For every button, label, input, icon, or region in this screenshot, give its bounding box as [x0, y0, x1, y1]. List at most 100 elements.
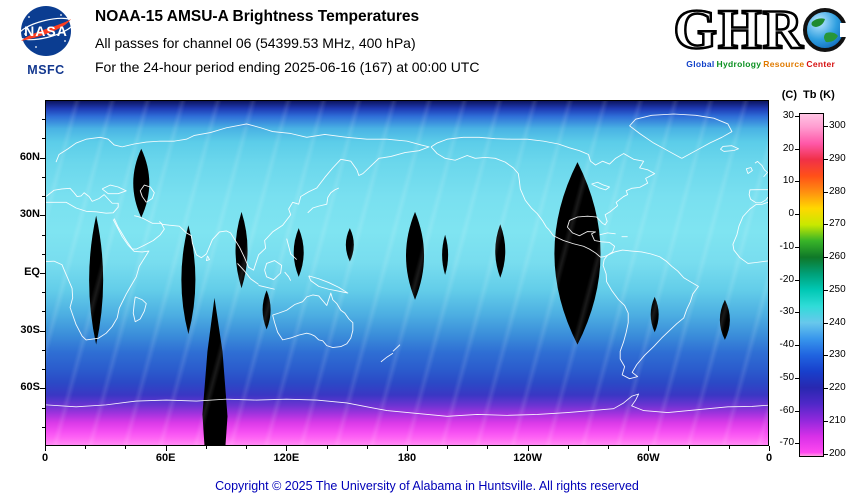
header-titles: NOAA-15 AMSU-A Brightness Temperatures A…: [95, 8, 479, 83]
nasa-logo-block: NASA MSFC: [10, 4, 82, 77]
data-gap: [202, 297, 228, 445]
lon-tick: [407, 446, 408, 451]
coastline: [237, 263, 259, 285]
colorbar-k-tick-230: 230: [829, 349, 846, 361]
lon-minor-tick: [205, 446, 207, 449]
lat-label-60S: 60S: [20, 381, 40, 394]
coastline: [258, 285, 275, 290]
lat-tick: [40, 157, 45, 159]
coastline: [284, 271, 292, 281]
coastline: [101, 184, 127, 195]
coastline: [46, 219, 150, 341]
lon-tick: [648, 446, 650, 451]
lon-tick: [45, 446, 46, 451]
lon-minor-tick: [125, 446, 127, 449]
coastline: [272, 292, 354, 348]
colorbar-c-tick--50: -50: [779, 371, 794, 383]
ghrc-c-gap: [840, 23, 848, 37]
data-gap: [719, 299, 730, 340]
colorbar-c-tickmark: [795, 246, 799, 248]
lon-minor-tick: [567, 446, 569, 449]
colorbar-c-tickmark: [795, 410, 799, 412]
lon-tick: [165, 446, 167, 451]
data-gap: [133, 148, 150, 218]
lon-tick: [769, 446, 770, 451]
coastline: [599, 232, 616, 236]
lon-minor-tick: [447, 446, 449, 449]
subtitle-channel: All passes for channel 06 (54399.53 MHz,…: [95, 35, 416, 51]
coastline: [754, 160, 768, 178]
ghrc-globe-icon: [803, 8, 848, 52]
lat-minor-tick: [42, 292, 45, 294]
lon-tick: [286, 446, 288, 451]
colorbar-c-tick-0: 0: [788, 208, 794, 220]
nasa-wordmark: NASA: [24, 23, 68, 39]
lat-minor-tick: [42, 234, 45, 236]
coastline-group: [46, 113, 768, 417]
data-gap: [405, 211, 425, 300]
lat-label-30S: 30S: [20, 323, 40, 336]
colorbar-title-celsius: (C): [781, 89, 797, 101]
colorbar-k-tickmark: [824, 322, 828, 324]
nasa-logo-icon: NASA: [18, 6, 74, 56]
lon-minor-tick: [608, 446, 610, 449]
ghrc-caption-word: Resource: [763, 59, 805, 69]
colorbar-c-tickmark: [795, 115, 799, 117]
data-gap: [235, 211, 248, 289]
colorbar-title-kelvin: Tb (K): [803, 89, 835, 101]
colorbar-k-tick-290: 290: [829, 152, 846, 164]
lon-label-60W: 60W: [637, 452, 660, 464]
lon-tick: [527, 446, 529, 451]
colorbar-c-tick-30: 30: [782, 109, 794, 121]
colorbar-k-tick-280: 280: [829, 185, 846, 197]
colorbar-k-tickmark: [824, 388, 828, 390]
ghrc-caption-word: Center: [806, 59, 836, 69]
ghrc-letters: GHR: [672, 0, 804, 61]
lat-minor-tick: [42, 407, 45, 409]
ghrc-caption-word: Global: [686, 59, 715, 69]
coastline: [430, 136, 656, 258]
coastline: [286, 238, 298, 260]
lon-minor-tick: [688, 446, 690, 449]
coastline: [205, 255, 210, 262]
colorbar-k-tick-210: 210: [829, 414, 846, 426]
colorbar-c-tick--60: -60: [779, 404, 794, 416]
colorbar-k-tick-260: 260: [829, 251, 846, 263]
colorbar-c-tick--10: -10: [779, 240, 794, 252]
colorbar-c-tick--30: -30: [779, 306, 794, 318]
lon-minor-tick: [85, 446, 87, 449]
coastline: [591, 181, 611, 191]
data-gap: [554, 162, 601, 345]
ghrc-wordmark: GHR: [672, 0, 848, 61]
data-gap-group: [89, 148, 730, 445]
lat-minor-tick: [42, 426, 45, 428]
coastline: [46, 187, 119, 214]
lon-label-0: 0: [765, 452, 773, 464]
colorbar-c-tickmark: [795, 279, 799, 281]
copyright-footer: Copyright © 2025 The University of Alaba…: [215, 479, 639, 493]
colorbar-k-tickmark: [824, 420, 828, 422]
brightness-temperature-map: [46, 113, 768, 445]
lon-minor-tick: [246, 446, 248, 449]
coastline: [380, 352, 394, 363]
coastline: [113, 215, 165, 250]
ghrc-logo-block: GHR Global Hydrology Resource Center: [672, 0, 848, 69]
coastline: [720, 145, 739, 152]
colorbar-c-tick--70: -70: [779, 437, 794, 449]
lon-minor-tick: [326, 446, 328, 449]
lat-minor-tick: [42, 176, 45, 178]
lat-tick: [40, 215, 45, 217]
data-gap: [442, 234, 449, 275]
lon-minor-tick: [728, 446, 730, 449]
coastline: [602, 249, 699, 380]
coastline: [264, 260, 283, 281]
coastline: [307, 187, 340, 214]
lon-label-60E: 60E: [155, 452, 176, 464]
colorbar-c-tickmark: [795, 181, 799, 183]
data-gap: [345, 228, 354, 262]
lon-minor-tick: [366, 446, 368, 449]
lat-tick: [40, 273, 45, 274]
lat-minor-tick: [42, 119, 45, 121]
colorbar-k-tickmark: [824, 453, 828, 455]
